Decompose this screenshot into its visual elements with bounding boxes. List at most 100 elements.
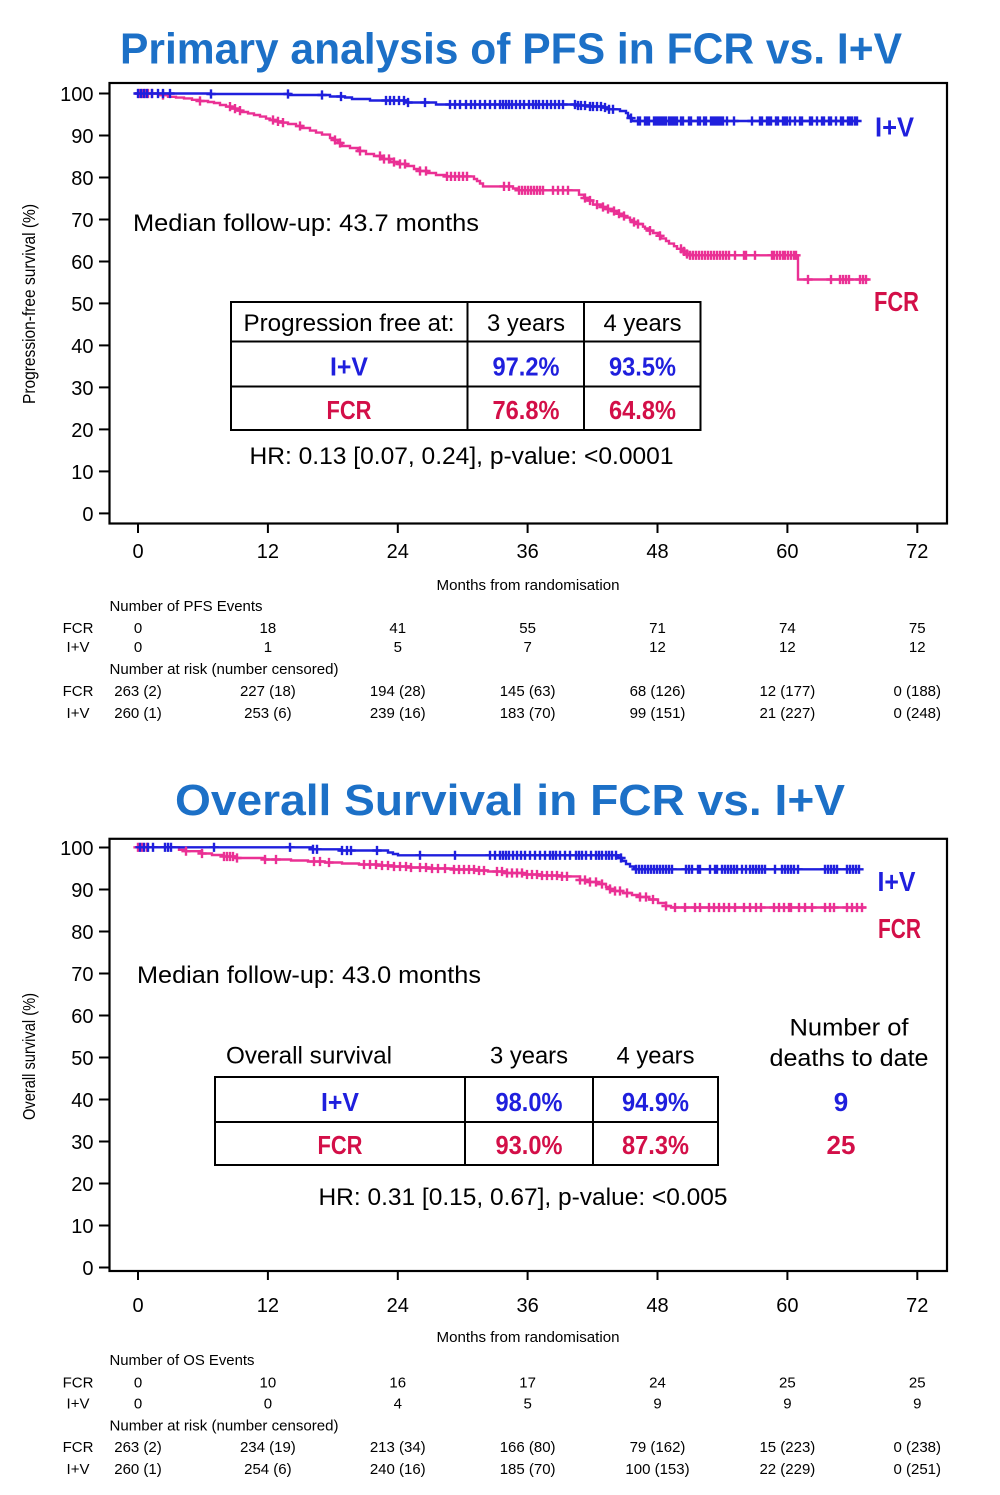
svg-text:75: 75 [909,620,926,637]
svg-text:40: 40 [71,336,93,358]
svg-text:64.8%: 64.8% [609,395,676,425]
svg-text:Overall Survival in FCR vs. I+: Overall Survival in FCR vs. I+V [175,776,846,825]
svg-text:239 (16): 239 (16) [370,705,426,722]
svg-text:I+V: I+V [878,866,916,897]
svg-text:12: 12 [649,639,666,656]
svg-text:3 years: 3 years [490,1043,568,1070]
svg-text:Progression free at:: Progression free at: [244,310,455,337]
svg-text:240 (16): 240 (16) [370,1461,426,1478]
svg-text:0 (248): 0 (248) [893,705,941,722]
svg-text:60: 60 [71,1006,93,1028]
svg-text:80: 80 [71,922,93,944]
svg-text:213 (34): 213 (34) [370,1439,426,1456]
svg-text:4: 4 [394,1396,402,1413]
svg-text:25: 25 [909,1375,926,1392]
svg-text:9: 9 [653,1396,661,1413]
svg-text:98.0%: 98.0% [496,1087,563,1117]
svg-text:5: 5 [523,1396,531,1413]
svg-text:0: 0 [82,504,93,526]
svg-text:36: 36 [517,541,539,563]
svg-text:71: 71 [649,620,666,637]
svg-text:HR: 0.31 [0.15, 0.67], p-value: HR: 0.31 [0.15, 0.67], p-value: <0.005 [319,1184,728,1211]
svg-text:Months from randomisation: Months from randomisation [437,1330,620,1346]
svg-text:68 (126): 68 (126) [630,683,686,700]
svg-text:Number at risk (number censore: Number at risk (number censored) [110,661,339,678]
svg-text:I+V: I+V [321,1087,360,1117]
svg-text:22 (229): 22 (229) [759,1461,815,1478]
svg-text:94.9%: 94.9% [622,1087,689,1117]
svg-text:FCR: FCR [63,1375,94,1392]
svg-text:253 (6): 253 (6) [244,705,292,722]
svg-text:25: 25 [827,1130,856,1160]
svg-text:55: 55 [519,620,536,637]
svg-text:0: 0 [132,1295,143,1317]
svg-text:30: 30 [71,1132,93,1154]
svg-text:60: 60 [776,1295,798,1317]
svg-text:4 years: 4 years [604,310,682,337]
svg-text:Number of OS Events: Number of OS Events [110,1352,255,1369]
svg-text:I+V: I+V [330,352,369,382]
svg-text:60: 60 [776,541,798,563]
svg-text:FCR: FCR [327,395,372,425]
svg-text:17: 17 [519,1375,536,1392]
svg-text:93.5%: 93.5% [609,352,676,382]
svg-text:FCR: FCR [878,913,921,944]
svg-text:0: 0 [134,1375,142,1392]
svg-text:70: 70 [71,964,93,986]
svg-text:90: 90 [71,126,93,148]
svg-text:97.2%: 97.2% [493,352,560,382]
svg-text:87.3%: 87.3% [622,1130,689,1160]
svg-text:263 (2): 263 (2) [114,683,162,700]
svg-text:Overall survival: Overall survival [226,1043,392,1070]
svg-text:227 (18): 227 (18) [240,683,296,700]
svg-text:Overall survival (%): Overall survival (%) [19,993,39,1120]
svg-text:9: 9 [834,1087,848,1117]
svg-text:0: 0 [134,620,142,637]
svg-text:260 (1): 260 (1) [114,705,162,722]
svg-text:FCR: FCR [874,286,919,317]
svg-text:16: 16 [389,1375,406,1392]
svg-text:79 (162): 79 (162) [630,1439,686,1456]
svg-text:90: 90 [71,880,93,902]
svg-text:Median follow-up: 43.0 months: Median follow-up: 43.0 months [137,962,481,989]
svg-text:I+V: I+V [67,639,90,656]
svg-text:50: 50 [71,294,93,316]
svg-text:Median follow-up: 43.7 months: Median follow-up: 43.7 months [133,210,479,237]
svg-text:7: 7 [523,639,531,656]
svg-text:100: 100 [60,84,93,106]
svg-text:24: 24 [387,1295,409,1317]
svg-text:74: 74 [779,620,796,637]
svg-text:I+V: I+V [67,1461,90,1478]
svg-text:60: 60 [71,252,93,274]
svg-text:Number of: Number of [790,1015,909,1042]
svg-text:263 (2): 263 (2) [114,1439,162,1456]
svg-text:FCR: FCR [318,1130,363,1160]
svg-text:24: 24 [387,541,409,563]
svg-text:48: 48 [646,541,668,563]
svg-text:0 (251): 0 (251) [893,1461,941,1478]
svg-text:25: 25 [779,1375,796,1392]
svg-text:100 (153): 100 (153) [625,1461,689,1478]
svg-text:0: 0 [264,1396,272,1413]
svg-text:1: 1 [264,639,272,656]
svg-text:80: 80 [71,168,93,190]
svg-text:70: 70 [71,210,93,232]
svg-text:deaths to date: deaths to date [770,1045,929,1072]
svg-text:185 (70): 185 (70) [500,1461,556,1478]
svg-text:76.8%: 76.8% [493,395,560,425]
svg-text:93.0%: 93.0% [496,1130,563,1160]
svg-text:41: 41 [389,620,406,637]
svg-text:15 (223): 15 (223) [759,1439,815,1456]
svg-text:72: 72 [906,541,928,563]
svg-text:12: 12 [257,1295,279,1317]
svg-text:20: 20 [71,420,93,442]
svg-text:166 (80): 166 (80) [500,1439,556,1456]
svg-text:145 (63): 145 (63) [500,683,556,700]
svg-text:Number at risk (number censore: Number at risk (number censored) [110,1418,339,1435]
svg-text:12: 12 [909,639,926,656]
svg-text:10: 10 [71,462,93,484]
svg-text:0: 0 [132,541,143,563]
svg-text:0: 0 [82,1258,93,1280]
svg-text:9: 9 [913,1396,921,1413]
svg-text:18: 18 [260,620,277,637]
